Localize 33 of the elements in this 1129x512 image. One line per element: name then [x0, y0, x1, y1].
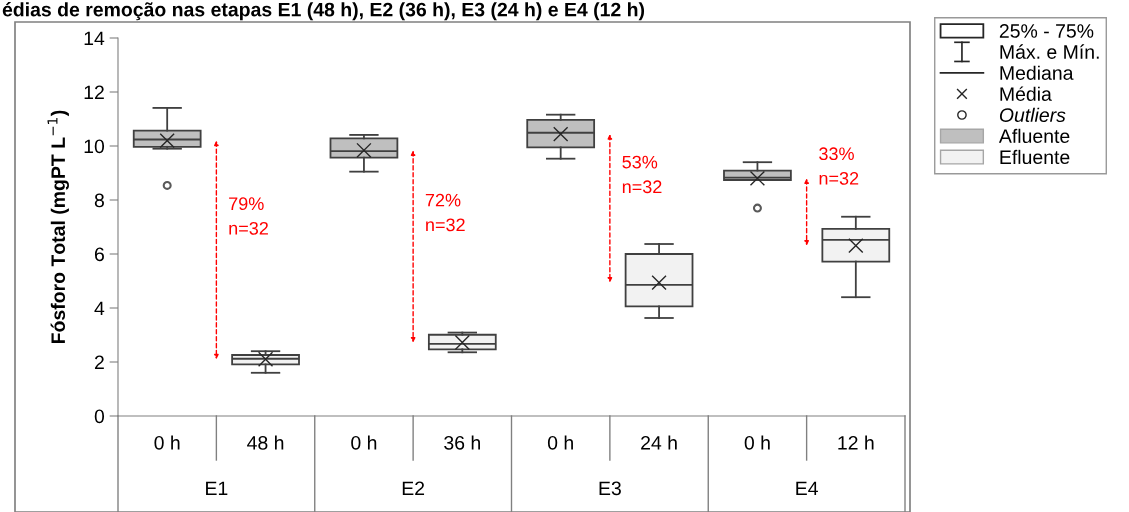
annotation: 33% n=32 — [819, 147, 859, 185]
text: 25% - 75% — [999, 24, 1094, 38]
x-tick-label: 0 h — [154, 435, 180, 450]
y-tick-label: 0 — [94, 409, 105, 424]
y-tick-label: 2 — [94, 355, 104, 370]
text: Máx. e Mín. — [1000, 44, 1099, 59]
x-tick-label: 24 h — [641, 435, 677, 450]
chart-title: édias de remoção nas etapas E1 (48 h), E2 (36 h), E3 (24 h) e E4 (12 h) — [2, 2, 645, 21]
y-tick-label: 10 — [84, 139, 105, 154]
x-tick-label: 12 h — [838, 435, 874, 450]
text: E3 — [599, 481, 621, 496]
text: Outliers — [999, 107, 1066, 123]
x-tick-label: 36 h — [444, 435, 480, 450]
y-tick-label: 4 — [94, 301, 105, 316]
text: Média — [1000, 86, 1052, 101]
text: Mediana — [1000, 65, 1074, 80]
text: Efluente — [1000, 149, 1070, 165]
y-tick-label: 12 — [84, 85, 104, 100]
annotation: 72% n=32 — [425, 193, 465, 232]
text: E4 — [796, 481, 818, 496]
annotation: 79% n=32 — [229, 197, 268, 235]
y-tick-label: 14 — [84, 31, 105, 46]
text: Afluente — [998, 128, 1070, 144]
text: E1 — [206, 481, 228, 496]
y-axis-title: Fósforo Total (mgPT L$^{−1}$) — [47, 110, 69, 344]
y-tick-label: 8 — [94, 193, 104, 208]
text: E2 — [402, 481, 425, 496]
x-tick-label: 0 h — [744, 435, 770, 450]
x-tick-label: 48 h — [247, 435, 284, 450]
annotation: 53% n=32 — [622, 155, 662, 194]
y-tick-label: 6 — [94, 247, 104, 262]
x-tick-label: 0 h — [351, 435, 377, 450]
x-tick-label: 0 h — [547, 435, 573, 450]
